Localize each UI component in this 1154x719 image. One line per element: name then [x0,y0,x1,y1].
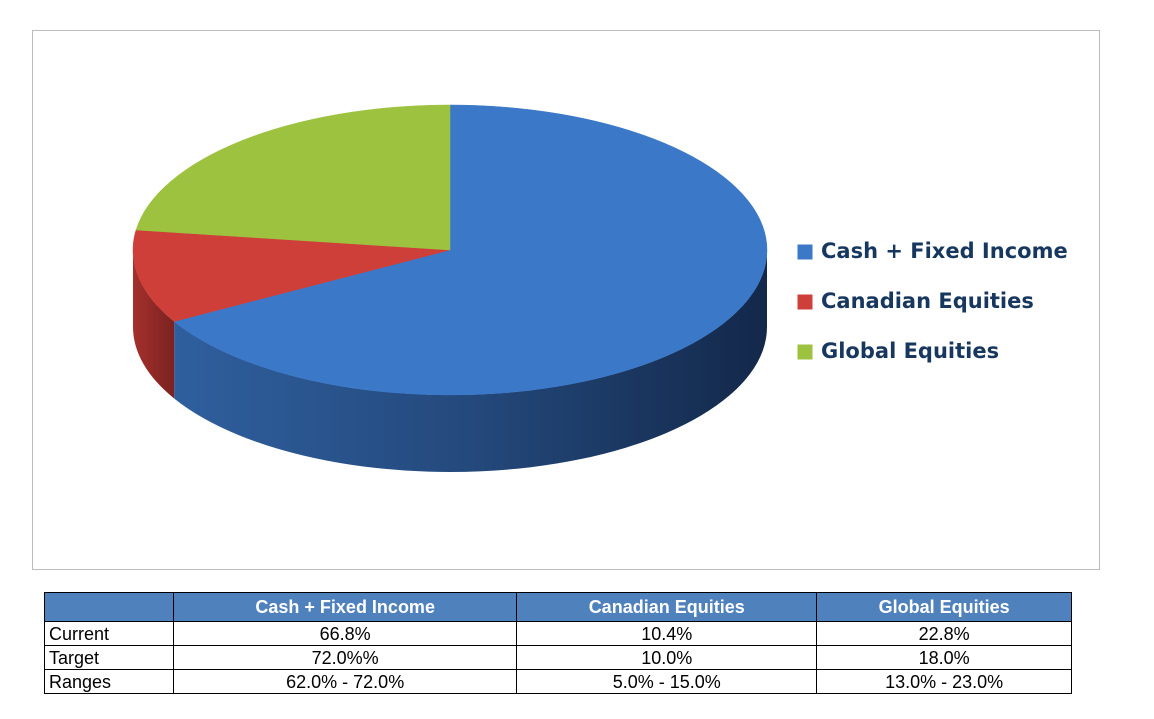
legend-label: Cash + Fixed Income [821,239,1068,263]
row-header: Ranges [43,669,175,694]
legend-swatch [796,343,814,361]
table-cell: 13.0% - 23.0% [816,669,1072,694]
column-header: Canadian Equities [516,592,818,622]
table-cell: 18.0% [816,645,1072,670]
legend-swatch [796,293,814,311]
table-cell: 66.8% [173,621,518,646]
pie-slice [173,104,768,396]
table-cell: 10.4% [516,621,818,646]
header-corner [43,592,175,622]
pie-slice [135,104,451,251]
chart-frame [32,30,1100,570]
table-row: Target 72.0%% 10.0% 18.0% [43,645,1072,670]
table-cell: 22.8% [816,621,1072,646]
allocation-table: Cash + Fixed Income Canadian Equities Glob… [43,592,1072,694]
legend-swatch [796,243,814,261]
row-header: Target [43,645,175,670]
legend: Cash + Fixed Income Canadian Equities Glob… [796,239,1068,363]
pie-tops [132,104,768,396]
table-cell: 10.0% [516,645,818,670]
row-header: Current [43,621,175,646]
table-cell: 62.0% - 72.0% [173,669,518,694]
chart: Cash + Fixed Income Canadian Equities Glob… [132,104,1068,472]
header-row: Cash + Fixed Income Canadian Equities Glob… [43,592,1072,622]
table-row: Ranges 62.0% - 72.0% 5.0% - 15.0% 13.0% - 2… [43,669,1072,694]
legend-label: Canadian Equities [821,289,1034,313]
table-cell: 5.0% - 15.0% [516,669,818,694]
table-body: Current 66.8% 10.4% 22.8% Target 72.0%% 10.0% 1… [43,621,1072,694]
column-header: Global Equities [816,592,1072,622]
column-header: Cash + Fixed Income [173,592,518,622]
pie-slice [132,229,451,322]
table-cell: 72.0%% [173,645,518,670]
legend-label: Global Equities [821,339,999,363]
pie-side [174,250,768,472]
table-row: Current 66.8% 10.4% 22.8% [43,621,1072,646]
